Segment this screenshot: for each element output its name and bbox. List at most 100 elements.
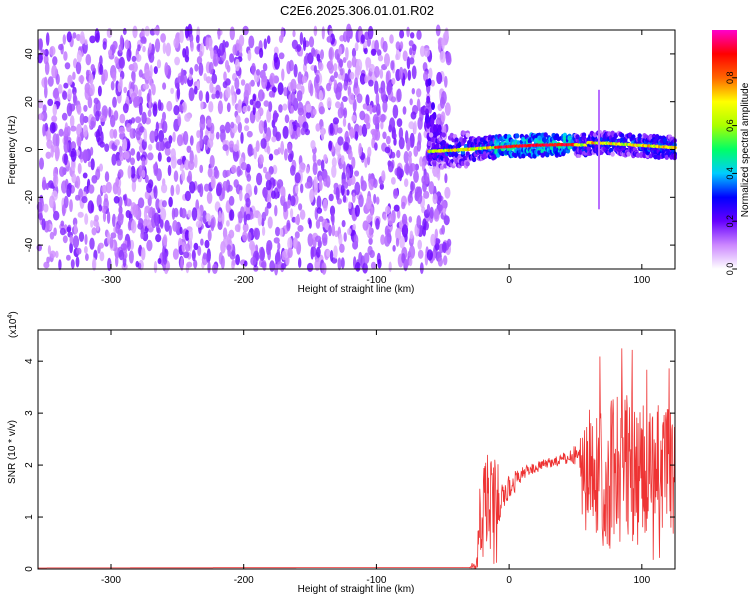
spectrogram-cell	[238, 211, 243, 224]
spectrogram-cell	[354, 131, 359, 141]
spectrogram-cell	[93, 97, 99, 105]
spectrogram-cell	[89, 35, 96, 44]
y-tick-label: 0	[24, 566, 35, 572]
spectrogram-cell	[374, 39, 379, 53]
spectrogram-cell	[155, 121, 159, 133]
spectrogram-cell	[312, 152, 317, 163]
spectrogram-cell	[119, 151, 125, 162]
spectrogram-cell	[131, 219, 137, 234]
spectrogram-cell	[255, 140, 260, 153]
spectrogram-cell	[398, 127, 404, 140]
spectrogram-cell	[354, 123, 360, 134]
spectrogram-cell	[55, 250, 59, 258]
spectrogram-cell	[410, 181, 414, 193]
spectrogram-cell	[375, 92, 380, 107]
spectrogram-cell	[183, 251, 190, 259]
spectrogram-cell	[164, 141, 171, 149]
spectrogram-cell	[242, 230, 248, 242]
spectrogram-x-label: Height of straight line (km)	[298, 284, 415, 295]
spectrogram-cell	[365, 122, 371, 130]
spectrogram-cell	[258, 120, 265, 134]
spectrogram-cell	[39, 157, 44, 170]
spectrogram-cell	[393, 137, 397, 146]
spectrogram-cell	[312, 162, 318, 176]
figure-title: C2E6.2025.306.01.01.R02	[280, 3, 434, 18]
spectrogram-cell	[300, 183, 304, 194]
spectrogram-cell	[433, 208, 439, 220]
spectrogram-cell	[331, 223, 336, 237]
spectrogram-cell	[39, 38, 43, 51]
spectrogram-cell	[284, 114, 290, 124]
spectrogram-cell	[122, 138, 128, 152]
spectrogram-cell	[198, 62, 204, 76]
spectrogram-cell	[429, 206, 434, 219]
spectrogram-cell	[348, 201, 352, 210]
spectrogram-cell	[314, 182, 318, 196]
spectrogram-cell	[112, 213, 116, 227]
spectrogram-cell	[106, 211, 111, 224]
spectrogram-cell	[382, 100, 388, 113]
spectrogram-cell	[43, 76, 48, 88]
spectrogram-cell	[406, 137, 411, 151]
spectrogram-cell	[586, 146, 591, 152]
spectrogram-cell	[231, 259, 236, 266]
spectrogram-cell	[278, 52, 285, 60]
spectrogram-cell	[428, 132, 434, 138]
spectrogram-cell	[366, 37, 371, 47]
spectrogram-cell	[154, 38, 161, 53]
spectrogram-cell	[339, 243, 345, 253]
spectrogram-cell	[437, 257, 443, 267]
spectrogram-cell	[368, 227, 373, 236]
spectrogram-cell	[282, 103, 288, 111]
spectrogram-cell	[348, 127, 355, 138]
spectrogram-cell	[191, 249, 196, 262]
spectrogram-cell	[325, 175, 331, 188]
spectrogram-cell	[326, 97, 332, 109]
spectrogram-cell	[239, 189, 243, 202]
spectrogram-cell	[217, 28, 221, 40]
spectrogram-cell	[373, 193, 377, 204]
spectrogram-cell	[217, 220, 223, 231]
spectrogram-cell	[85, 69, 90, 77]
spectrogram-cell	[233, 143, 239, 152]
spectrogram-cell	[268, 101, 273, 113]
spectrogram-cell	[299, 209, 306, 220]
spectrogram-cell	[235, 88, 241, 95]
spectrogram-cell	[401, 201, 406, 210]
spectrogram-cell	[199, 183, 204, 198]
spectrogram-cell	[288, 59, 294, 72]
spectrogram-cell	[55, 73, 60, 85]
spectrogram-cell	[140, 36, 147, 44]
spectrogram-cell	[274, 205, 278, 217]
spectrogram-cell	[315, 219, 321, 229]
spectrogram-cell	[140, 247, 146, 261]
spectrogram-cell	[41, 180, 47, 191]
spectrogram-cell	[53, 210, 60, 221]
spectrogram-cell	[362, 220, 369, 231]
spectrogram-cell	[131, 55, 137, 63]
spectrogram-cell	[281, 68, 285, 81]
spectrogram-cell	[393, 188, 399, 199]
spectrogram-cell	[293, 63, 298, 78]
spectrogram-cell	[133, 96, 139, 108]
spectrogram-cell	[217, 100, 223, 115]
x-tick-label: 100	[633, 275, 650, 286]
x-tick-label: -100	[366, 275, 386, 286]
spectrogram-cell	[396, 88, 402, 103]
spectrogram-cell	[114, 56, 119, 64]
spectrogram-cell	[265, 179, 272, 191]
spectrogram-cell	[271, 136, 277, 143]
spectrogram-cell	[664, 154, 669, 160]
y-tick-label: -20	[24, 190, 35, 205]
spectrogram-cell	[532, 153, 537, 159]
spectrogram-cell	[99, 55, 103, 67]
spectrogram-cell	[409, 230, 414, 240]
spectrogram-cell	[340, 257, 345, 269]
spectrogram-cell	[230, 121, 235, 129]
spectrogram-cell	[45, 32, 50, 46]
spectrogram-cell	[166, 156, 171, 163]
spectrogram-cell	[299, 162, 306, 173]
colorbar-tick-label: 0.8	[725, 72, 735, 85]
spectrogram-cell	[234, 224, 241, 233]
spectrogram-cell	[147, 109, 152, 118]
